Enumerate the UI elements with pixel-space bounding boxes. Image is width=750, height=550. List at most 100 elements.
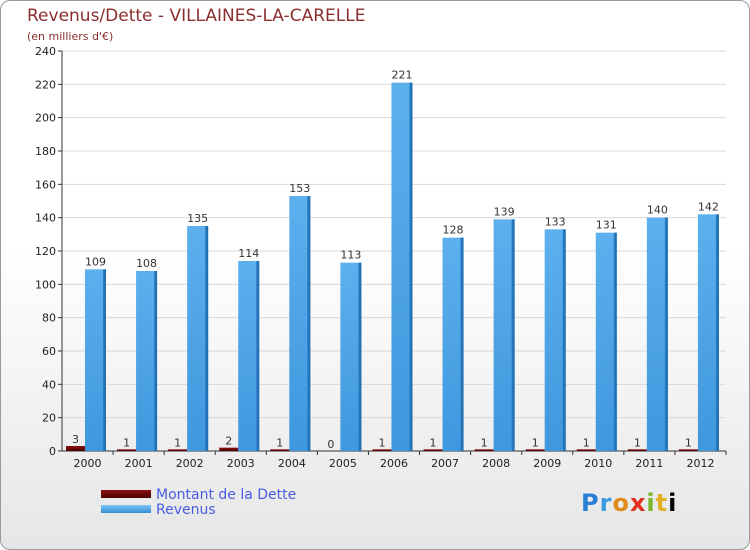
logo-letter: i: [646, 489, 656, 517]
logo-letter: r: [599, 489, 613, 517]
bar-debt: [576, 449, 596, 451]
bar-revenue: [493, 219, 515, 451]
x-tick-label: 2008: [482, 457, 510, 470]
bar-revenue-shade: [664, 217, 668, 451]
y-tick-label: 140: [35, 212, 56, 225]
bar-revenue-shade: [409, 82, 413, 452]
bar-debt: [117, 449, 137, 451]
data-label-revenue: 133: [545, 215, 566, 228]
logo-letter: t: [655, 489, 669, 517]
data-label-revenue: 142: [698, 200, 719, 213]
legend-item-debt: Montant de la Dette: [101, 487, 297, 503]
bar-revenue-shade: [358, 262, 362, 451]
data-label-revenue: 131: [596, 219, 617, 232]
x-tick-label: 2010: [584, 457, 612, 470]
legend-swatch-revenue: [101, 505, 151, 513]
bar-revenue: [340, 262, 362, 451]
x-tick-label: 2007: [431, 457, 459, 470]
legend-item-revenue: Revenus: [101, 502, 296, 518]
bar-revenue: [85, 269, 106, 451]
data-label-debt: 1: [634, 436, 641, 449]
bar-revenue: [187, 226, 209, 451]
data-label-debt: 1: [276, 436, 283, 449]
bar-debt: [525, 449, 545, 451]
chart-subtitle: (en milliers d'€): [27, 30, 114, 43]
chart-title: Revenus/Dette - VILLAINES-LA-CARELLE: [27, 6, 366, 26]
x-tick-label: 2000: [74, 457, 102, 470]
bar-revenue-shade: [511, 219, 515, 451]
y-tick-label: 120: [35, 245, 56, 258]
x-tick-label: 2002: [176, 457, 204, 470]
y-tick-label: 240: [35, 45, 56, 58]
data-label-debt: 1: [430, 436, 437, 449]
x-tick-label: 2005: [329, 457, 357, 470]
bar-debt: [423, 449, 443, 451]
data-label-revenue: 139: [494, 205, 515, 218]
legend: Montant de la Dette Revenus: [101, 487, 297, 518]
y-tick-label: 100: [35, 278, 56, 291]
logo-letter: x: [629, 489, 647, 517]
y-tick-label: 20: [42, 412, 56, 425]
bar-debt: [66, 446, 85, 451]
bar-debt: [678, 449, 698, 451]
data-label-debt: 1: [378, 436, 385, 449]
bar-revenue-shade: [460, 237, 464, 451]
bar-revenue-shade: [205, 226, 209, 451]
data-label-revenue: 109: [85, 255, 106, 268]
bar-revenue: [442, 237, 464, 451]
x-tick-label: 2006: [380, 457, 408, 470]
legend-label-debt: Montant de la Dette: [156, 487, 297, 503]
x-tick-label: 2003: [227, 457, 255, 470]
x-tick-label: 2011: [635, 457, 663, 470]
data-label-revenue: 114: [238, 247, 259, 260]
bar-revenue-shade: [256, 261, 260, 451]
data-label-debt: 1: [532, 436, 539, 449]
data-label-debt: 1: [583, 436, 590, 449]
logo-letter: i: [668, 489, 678, 517]
bar-revenue-shade: [562, 229, 566, 451]
y-tick-label: 80: [42, 312, 56, 325]
legend-label-revenue: Revenus: [156, 502, 216, 518]
bar-revenue-shade: [307, 196, 311, 451]
y-tick-label: 220: [35, 78, 56, 91]
y-tick-label: 60: [42, 345, 56, 358]
bar-revenue: [391, 82, 413, 452]
x-tick-label: 2012: [686, 457, 714, 470]
bar-revenue: [595, 232, 617, 451]
y-tick-label: 200: [35, 112, 56, 125]
data-label-debt: 2: [225, 435, 232, 448]
bar-revenue-shade: [154, 271, 158, 451]
data-label-revenue: 108: [136, 257, 157, 270]
logo-letter: P: [581, 489, 600, 517]
bar-revenue: [646, 217, 668, 451]
bar-revenue-shade: [613, 232, 617, 451]
bar-revenue: [697, 214, 719, 451]
data-label-revenue: 221: [391, 69, 412, 82]
data-label-revenue: 140: [647, 204, 668, 217]
data-label-debt: 0: [327, 438, 334, 451]
x-tick-label: 2004: [278, 457, 306, 470]
data-label-revenue: 153: [289, 182, 310, 195]
bar-revenue-shade: [103, 269, 106, 451]
bar-revenue-shade: [715, 214, 719, 451]
bar-debt: [168, 449, 188, 451]
y-tick-label: 180: [35, 145, 56, 158]
data-label-revenue: 135: [187, 212, 208, 225]
bar-debt: [372, 449, 392, 451]
bar-revenue: [289, 196, 311, 451]
data-label-revenue: 128: [443, 224, 464, 237]
bar-revenue: [544, 229, 566, 451]
bar-debt: [219, 447, 239, 451]
logo-letter: o: [612, 489, 630, 517]
data-label-debt: 1: [123, 436, 130, 449]
x-tick-label: 2009: [533, 457, 561, 470]
data-label-debt: 1: [481, 436, 488, 449]
y-tick-label: 160: [35, 178, 56, 191]
x-tick-label: 2001: [125, 457, 153, 470]
data-label-debt: 3: [72, 433, 79, 446]
bar-debt: [270, 449, 290, 451]
legend-swatch-debt: [101, 490, 151, 498]
data-label-revenue: 113: [340, 249, 361, 262]
